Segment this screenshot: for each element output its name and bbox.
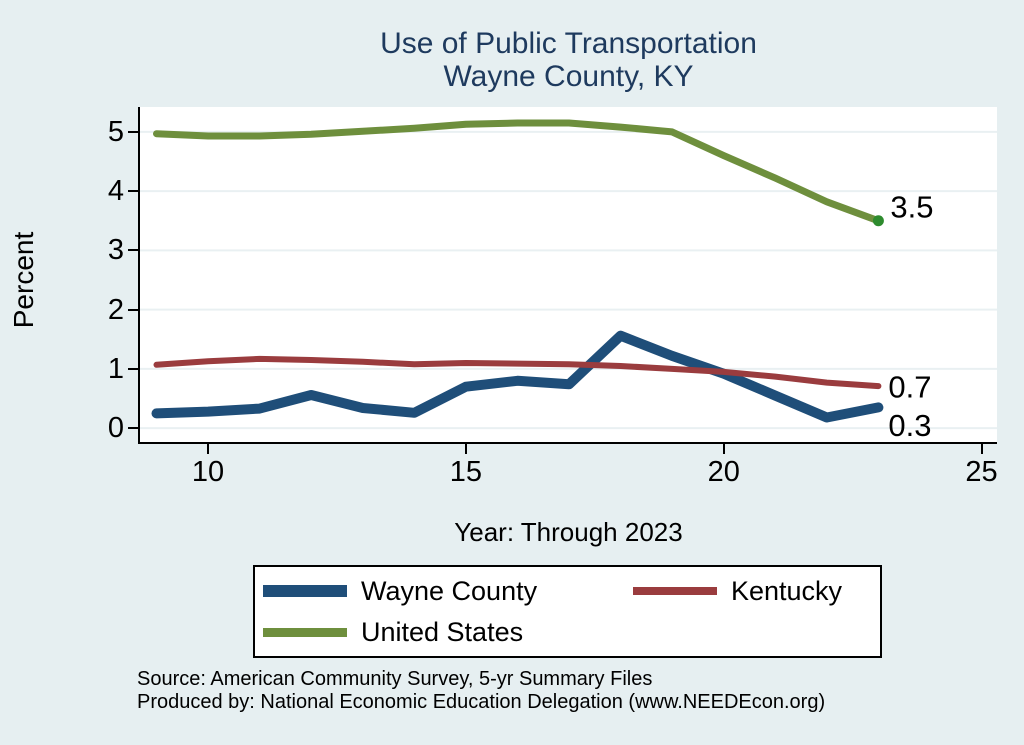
chart-canvas: 0.30.7 3.5: [140, 119, 997, 443]
chart-title-line2: Wayne County, KY: [443, 60, 694, 93]
legend-label-united-states: United States: [361, 616, 524, 647]
legend-item-kentucky: Kentucky: [633, 576, 880, 607]
source-note: Source: American Community Survey, 5-yr …: [137, 668, 825, 714]
x-tick-15: [464, 444, 467, 454]
legend-label-kentucky: Kentucky: [731, 575, 843, 606]
legend: Wayne County Kentucky United States: [253, 565, 882, 658]
y-tick-1: [128, 367, 139, 370]
x-axis-line: [138, 442, 997, 444]
x-tick-label-20: 20: [707, 456, 740, 488]
x-tick-25: [980, 444, 983, 454]
y-tick-label-4: 4: [107, 175, 124, 208]
legend-swatch-wayne-county: [263, 585, 347, 597]
legend-item-wayne-county: Wayne County: [263, 576, 633, 607]
y-tick-4: [128, 190, 139, 193]
kentucky-line: [153, 355, 882, 390]
y-axis-line: [138, 107, 140, 444]
y-tick-2: [128, 308, 139, 311]
chart-title-line1: Use of Public Transportation: [380, 27, 757, 60]
kentucky-end-label: 0.7: [888, 370, 931, 405]
y-tick-label-1: 1: [107, 352, 124, 385]
produced-by-line: Produced by: National Economic Education…: [137, 691, 826, 713]
y-tick-5: [128, 130, 139, 133]
legend-item-united-states: United States: [263, 617, 633, 648]
legend-swatch-kentucky: [633, 587, 717, 595]
wayne-county-line: [151, 330, 884, 423]
united-states-end-label: 3.5: [890, 189, 933, 224]
source-line: Source: American Community Survey, 5-yr …: [137, 668, 653, 690]
plot-area: 0.3 0.7 3.5: [140, 107, 997, 443]
x-tick-label-10: 10: [191, 456, 225, 488]
y-tick-label-2: 2: [107, 293, 124, 326]
chart-title: Use of Public Transportation Wayne Count…: [140, 27, 997, 93]
legend-swatch-united-states: [263, 627, 347, 637]
united-states-line: [153, 119, 882, 225]
y-tick-3: [128, 249, 139, 252]
y-tick-0: [128, 427, 139, 430]
legend-label-wayne-county: Wayne County: [361, 575, 538, 606]
x-axis-title: Year: Through 2023: [454, 517, 683, 547]
x-tick-label-15: 15: [449, 456, 482, 488]
x-tick-10: [207, 444, 210, 454]
wayne-county-end-label: 0.3: [888, 408, 931, 443]
x-tick-label-25: 25: [965, 456, 998, 488]
y-tick-label-0: 0: [107, 412, 124, 445]
x-tick-20: [722, 444, 725, 454]
y-axis-title: Percent: [8, 231, 39, 329]
united-states-end-marker: [872, 215, 884, 227]
y-tick-label-3: 3: [107, 234, 124, 267]
y-tick-label-5: 5: [107, 115, 124, 148]
